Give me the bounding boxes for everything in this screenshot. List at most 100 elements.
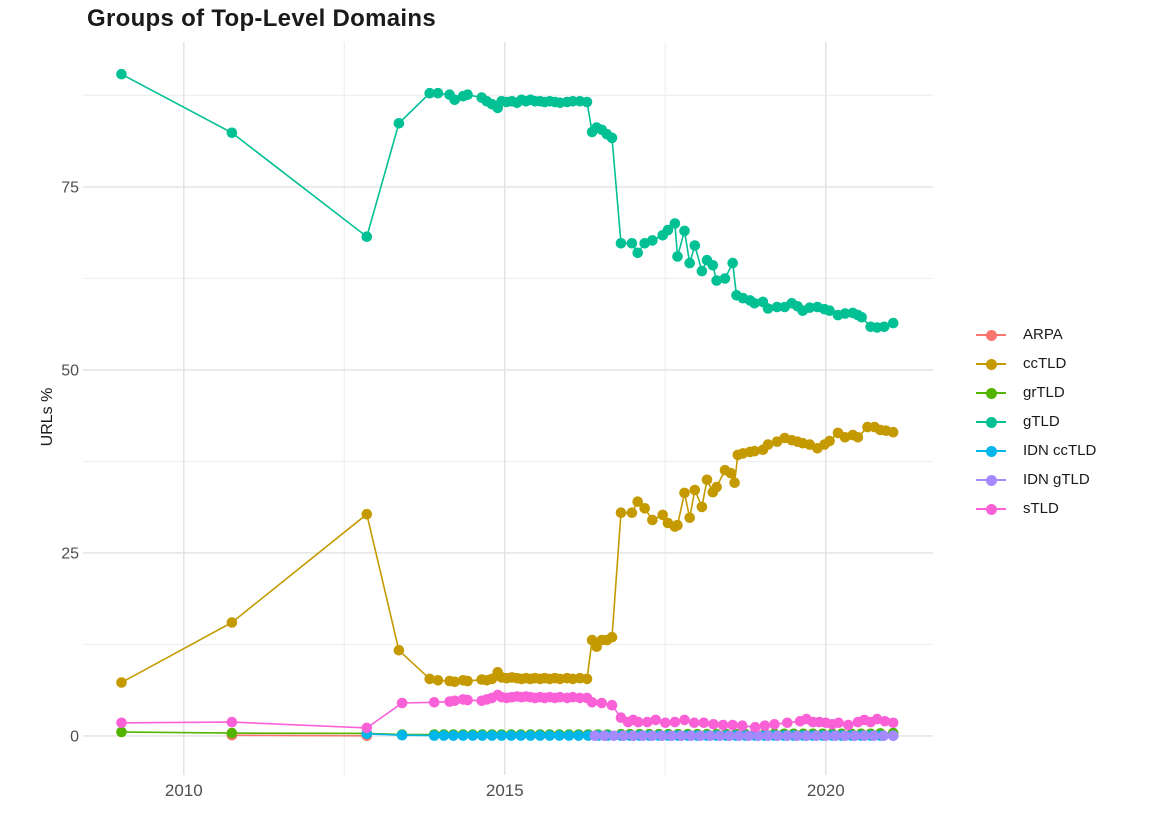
data-point-idn-gtld	[647, 730, 658, 742]
data-point-cctld	[581, 673, 593, 685]
data-point-idn-cctld	[448, 730, 459, 741]
data-point-stld	[596, 697, 607, 709]
data-point-idn-gtld	[724, 730, 735, 742]
data-point-idn-gtld	[772, 730, 783, 742]
data-point-gtld	[679, 225, 690, 237]
series-idn-gtld	[589, 730, 899, 742]
data-point-cctld	[887, 426, 899, 438]
data-point-idn-gtld	[589, 730, 600, 742]
data-point-idn-cctld	[505, 730, 517, 741]
data-point-stld	[679, 714, 690, 726]
data-point-cctld	[725, 467, 737, 479]
data-point-stld	[843, 719, 854, 731]
data-point-idn-gtld	[849, 730, 860, 742]
data-point-cctld	[462, 675, 473, 687]
legend-item-grtld: grTLD	[976, 378, 1096, 407]
data-point-stld	[708, 719, 719, 730]
data-point-idn-cctld	[496, 730, 507, 741]
data-point-idn-gtld	[599, 730, 610, 742]
data-point-gtld	[116, 68, 127, 80]
data-point-idn-gtld	[676, 730, 687, 742]
data-point-stld	[428, 697, 440, 708]
legend-key-icon	[976, 329, 1006, 341]
data-point-stld	[586, 697, 598, 708]
data-point-gtld	[839, 308, 851, 319]
data-point-gtld	[626, 238, 638, 249]
data-point-stld	[449, 695, 461, 707]
legend-key-dot	[986, 387, 997, 399]
data-point-stld	[688, 717, 700, 729]
legend-key-icon	[976, 387, 1006, 399]
legend-label: ARPA	[1023, 326, 1063, 343]
data-point-stld	[361, 722, 373, 734]
y-tick-label: 25	[61, 545, 79, 562]
y-tick-label: 50	[61, 362, 79, 379]
legend-item-gtld: gTLD	[976, 407, 1096, 436]
legend-key-icon	[976, 474, 1006, 486]
data-point-stld	[727, 719, 738, 731]
data-point-gtld	[581, 96, 593, 108]
series-arpa	[226, 729, 373, 742]
data-point-gtld	[449, 94, 461, 106]
data-point-idn-gtld	[637, 730, 649, 742]
data-point-cctld	[711, 481, 722, 493]
data-point-cctld	[639, 503, 650, 514]
data-point-stld	[782, 717, 793, 729]
y-tick-label: 75	[61, 179, 79, 196]
data-point-gtld	[689, 240, 701, 251]
legend-key-dot	[986, 445, 997, 457]
data-point-cctld	[657, 509, 668, 521]
legend-item-idn-cctld: IDN ccTLD	[976, 436, 1096, 465]
data-point-idn-cctld	[554, 730, 565, 741]
data-point-gtld	[672, 251, 683, 262]
data-point-cctld	[226, 617, 238, 628]
legend-key-icon	[976, 445, 1006, 457]
data-point-idn-gtld	[656, 730, 668, 742]
data-point-idn-cctld	[544, 730, 555, 741]
data-point-idn-gtld	[878, 730, 889, 742]
legend-key-dot	[986, 474, 997, 486]
data-point-cctld	[449, 676, 461, 688]
data-point-gtld	[749, 298, 760, 309]
series-cctld	[116, 421, 899, 688]
data-point-stld	[650, 714, 661, 726]
data-point-gtld	[711, 275, 722, 286]
data-point-cctld	[393, 645, 405, 656]
chart-title: Groups of Top-Level Domains	[87, 5, 437, 32]
data-point-cctld	[632, 496, 643, 508]
data-point-cctld	[824, 435, 835, 447]
data-point-idn-gtld	[666, 730, 677, 742]
data-point-stld	[717, 719, 729, 731]
data-point-cctld	[679, 487, 690, 499]
data-point-idn-gtld	[733, 730, 745, 742]
data-point-gtld	[684, 257, 695, 269]
data-point-idn-gtld	[801, 730, 812, 742]
series-line-gtld	[121, 73, 894, 329]
axis-tick-labels: 2010 2015 2020 0 25 50 75	[61, 179, 844, 800]
data-point-stld	[226, 716, 238, 728]
data-point-gtld	[606, 132, 618, 144]
data-point-stld	[462, 694, 473, 706]
data-point-stld	[737, 720, 748, 731]
data-point-stld	[116, 717, 127, 729]
data-point-idn-cctld	[525, 730, 536, 741]
legend-key-icon	[976, 358, 1006, 370]
data-point-stld	[698, 717, 710, 729]
data-point-gtld	[632, 247, 643, 259]
legend-item-idn-gtld: IDN gTLD	[976, 465, 1096, 494]
data-point-gtld	[887, 317, 899, 329]
data-point-stld	[669, 716, 681, 728]
data-point-cctld	[689, 484, 701, 496]
legend-label: grTLD	[1023, 384, 1065, 401]
data-point-idn-gtld	[791, 730, 803, 742]
legend-key-dot	[986, 358, 997, 370]
data-point-stld	[769, 719, 780, 730]
legend-item-cctld: ccTLD	[976, 349, 1096, 378]
data-point-grtld	[226, 727, 238, 739]
data-point-idn-gtld	[704, 730, 716, 742]
data-point-cctld	[672, 519, 683, 531]
legend-label: sTLD	[1023, 500, 1059, 517]
data-point-cctld	[701, 474, 713, 486]
data-point-idn-cctld	[573, 730, 584, 741]
